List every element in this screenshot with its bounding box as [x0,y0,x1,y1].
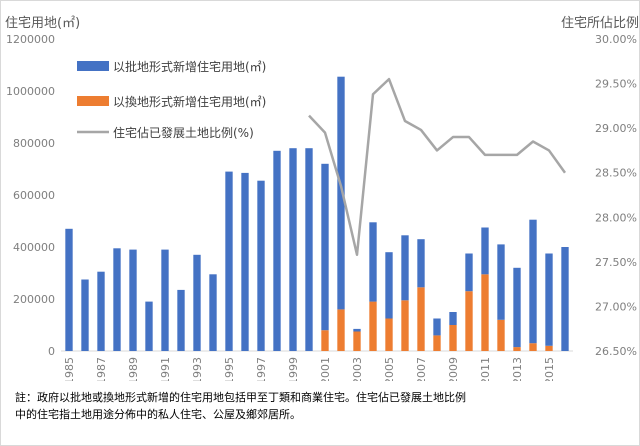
y-right-tick-label: 27.00% [595,300,637,313]
line-residential-share [308,77,567,256]
bar-grant-2005 [385,252,393,319]
bar-grant-2002 [337,76,345,310]
y-right-tick-label: 29.00% [595,122,637,135]
footnote-line-2: 中的住宅指土地用途分佈中的私人住宅、公屋及鄉郊居所。 [15,408,301,421]
bar-grant-1988 [113,248,121,351]
bar-exchange-2013 [513,347,521,351]
legend-swatch-exchange [77,96,109,106]
bar-exchange-2007 [417,287,425,351]
x-tick-label: 2009 [447,357,460,381]
x-tick-label: 1993 [191,357,204,381]
y-left-tick-label: 0 [48,345,55,358]
y-right-axis-title: 住宅所佔比例 [561,16,639,31]
bar-grant-1998 [273,150,281,351]
bar-grant-2007 [417,239,425,288]
bar-grant-1996 [241,172,249,351]
x-tick-label: 1985 [63,357,76,381]
x-tick-label: 2015 [543,357,556,381]
bar-exchange-2014 [529,343,537,351]
y-left-tick-label: 800000 [13,137,55,150]
bar-grant-1985 [65,228,73,351]
bar-grant-2013 [513,267,521,348]
bar-grant-1986 [81,279,89,351]
bar-grant-2006 [401,235,409,301]
combo-chart: 住宅用地(㎡) 住宅所佔比例 0 200000 400000 600000 800000 10… [5,16,639,381]
y-left-tick-label: 400000 [13,241,55,254]
x-tick-label: 1995 [223,357,236,381]
bar-grant-2015 [545,253,553,346]
y-right-tick-label: 28.00% [595,211,637,224]
x-tick-label: 2003 [351,357,364,381]
bar-grant-2009 [449,312,457,325]
bar-exchange-2009 [449,325,457,351]
legend-label-exchange: 以換地形式新增住宅用地(㎡) [113,94,266,109]
bar-grant-2012 [497,244,505,320]
bar-exchange-2006 [401,300,409,351]
bar-exchange-2011 [481,274,489,351]
y-right-tick-label: 30.00% [595,33,637,46]
x-tick-label: 1999 [287,357,300,381]
bar-grant-2000 [305,148,313,351]
x-tick-label: 2001 [319,357,332,381]
bar-grant-1990 [145,301,153,351]
bar-grant-1997 [257,180,265,351]
y-right-tick-label: 27.50% [595,256,637,269]
bar-grant-2003 [353,328,361,332]
bar-grant-2010 [465,253,473,292]
y-left-tick-label: 200000 [13,293,55,306]
bar-exchange-2004 [369,301,377,351]
x-tick-label: 2013 [511,357,524,381]
bar-grant-2008 [433,318,441,336]
bar-exchange-2003 [353,331,361,351]
bar-exchange-2005 [385,318,393,351]
bar-grant-1991 [161,249,169,351]
legend-label-share: 住宅佔已發展土地比例(%) [113,125,254,140]
bar-grant-1993 [193,254,201,351]
bar-grant-1989 [129,249,137,351]
bar-grant-1992 [177,289,185,351]
x-tick-label: 1987 [95,357,108,381]
bar-exchange-2010 [465,291,473,351]
bar-grant-2001 [321,163,329,331]
bar-grant-2011 [481,227,489,275]
bar-grant-2016 [561,247,569,351]
bar-grant-1995 [225,171,233,351]
bar-grant-2004 [369,222,377,302]
y-left-axis-title: 住宅用地(㎡) [5,16,80,31]
legend-swatch-grant [77,61,109,71]
bar-grant-1994 [209,274,217,351]
bar-grant-1999 [289,148,297,351]
y-right-tick-label: 26.50% [595,345,637,358]
y-left-tick-label: 600000 [13,189,55,202]
bar-grant-2014 [529,219,537,344]
legend-label-grant: 以批地形式新增住宅用地(㎡) [113,59,266,74]
bar-grant-1987 [97,271,105,351]
y-right-tick-label: 29.50% [595,78,637,91]
bar-exchange-2012 [497,319,505,351]
bar-exchange-2001 [321,330,329,351]
x-tick-label: 2007 [415,357,428,381]
bar-exchange-2002 [337,309,345,351]
y-left-tick-label: 1000000 [6,85,55,98]
x-tick-label: 2011 [479,357,492,381]
footnote-line-1: 註：政府以批地或換地形式新增的住宅用地包括甲至丁類和商業住宅。住宅佔已發展土地比… [15,391,466,404]
x-tick-label: 1991 [159,357,172,381]
x-tick-label: 1997 [255,357,268,381]
x-tick-label: 1989 [127,357,140,381]
bar-exchange-2015 [545,345,553,351]
bar-exchange-2008 [433,335,441,351]
y-right-tick-label: 28.50% [595,167,637,180]
y-left-tick-label: 1200000 [6,33,55,46]
x-tick-label: 2005 [383,357,396,381]
